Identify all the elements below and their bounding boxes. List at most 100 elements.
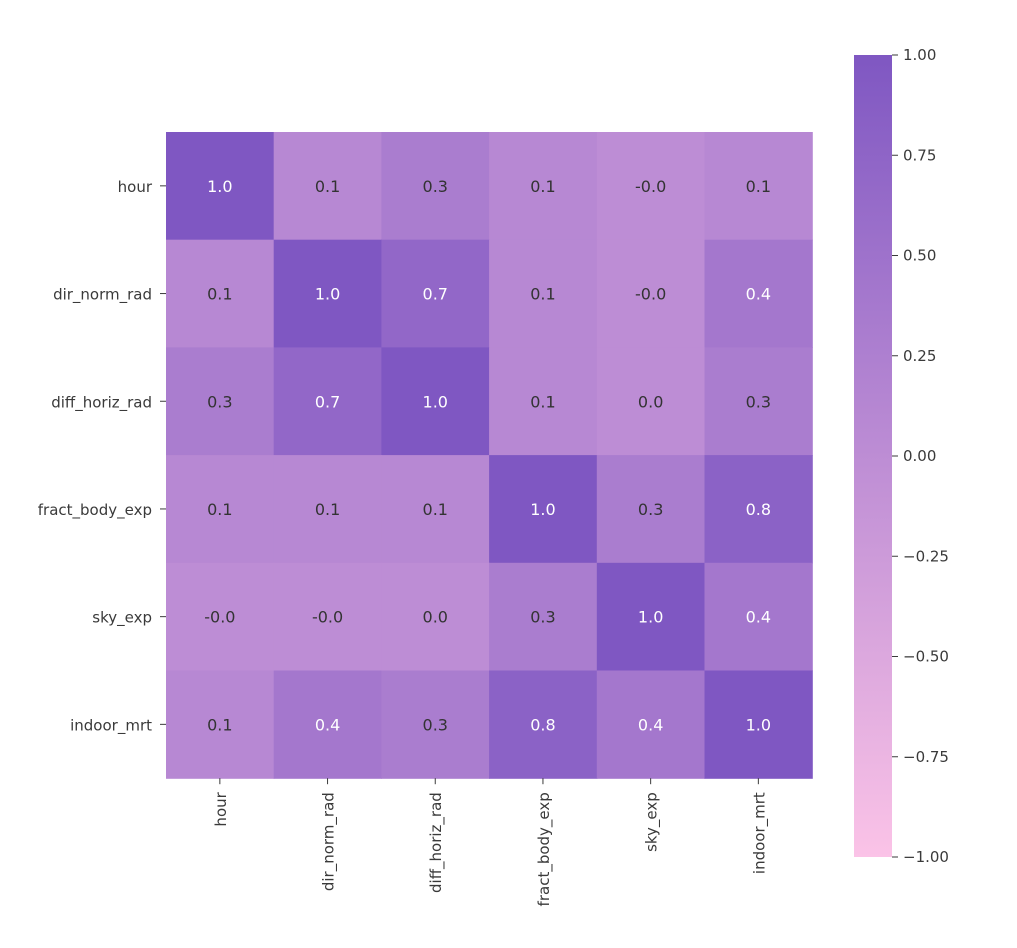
- cell-value-label: 1.0: [315, 285, 340, 304]
- cell-value-label: 0.3: [746, 392, 771, 411]
- cell-value-label: 0.1: [746, 177, 771, 196]
- heatmap-cell: [166, 455, 275, 564]
- x-tick-label: indoor_mrt: [750, 792, 769, 874]
- cell-value-label: 0.8: [746, 500, 771, 519]
- cell-value-label: 1.0: [423, 392, 448, 411]
- heatmap-cell: [273, 347, 382, 456]
- heatmap-cell: [704, 455, 813, 564]
- colorbar-tick-label: 0.25: [903, 347, 936, 365]
- cell-value-label: 0.3: [207, 392, 232, 411]
- cell-value-label: 0.1: [423, 500, 448, 519]
- cell-value-label: 0.7: [315, 392, 340, 411]
- heatmap-cell: [596, 562, 706, 672]
- heatmap-cell: [596, 132, 706, 241]
- colorbar: 1.00 0.75 0.50 0.25 0.00 −0.25 −0.50 −0.75 −1.00: [854, 46, 949, 866]
- cell-value-label: 0.4: [315, 715, 340, 734]
- x-tick-labels: hour dir_norm_rad diff_horiz_rad fract_body…: [212, 778, 769, 906]
- cell-value-label: 0.4: [746, 608, 771, 627]
- heatmap-cell: [596, 239, 706, 348]
- colorbar-tick-label: 0.00: [903, 447, 936, 465]
- heatmap-cell: [704, 347, 813, 456]
- heatmap-cell: [273, 239, 382, 348]
- heatmap-cell: [596, 347, 706, 456]
- heatmap-cell: [596, 455, 706, 564]
- x-tick-label: dir_norm_rad: [320, 792, 339, 891]
- cell-value-label: 1.0: [746, 715, 771, 734]
- colorbar-tick-label: 0.75: [903, 146, 936, 164]
- cell-value-label: 0.3: [423, 177, 448, 196]
- cell-value-label: 0.3: [423, 715, 448, 734]
- cell-value-label: 0.4: [746, 285, 771, 304]
- cell-value-label: 0.1: [530, 285, 555, 304]
- heatmap-cell: [489, 455, 598, 564]
- heatmap-cell: [381, 132, 490, 241]
- cell-value-label: 0.3: [530, 608, 555, 627]
- y-tick-labels: hour dir_norm_rad diff_horiz_rad fract_body…: [38, 178, 166, 735]
- heatmap-cell: [273, 670, 382, 779]
- cell-value-label: 0.1: [207, 500, 232, 519]
- colorbar-tick-label: 1.00: [903, 46, 936, 64]
- heatmap-cell: [381, 562, 490, 672]
- x-tick-label: hour: [212, 791, 230, 826]
- heatmap-cell: [381, 239, 490, 348]
- heatmap-cell: [489, 239, 598, 348]
- cell-value-label: 0.1: [315, 500, 340, 519]
- cell-value-label: -0.0: [312, 608, 343, 627]
- heatmap-cell: [273, 455, 382, 564]
- heatmap-cell: [166, 239, 275, 348]
- heatmap-cell: [489, 132, 598, 241]
- x-tick-label: sky_exp: [643, 792, 662, 852]
- heatmap-cell: [166, 562, 275, 672]
- x-tick-label: fract_body_exp: [535, 792, 554, 906]
- colorbar-tick-label: −1.00: [903, 848, 949, 866]
- cell-value-label: 0.3: [638, 500, 663, 519]
- cell-value-label: 1.0: [207, 177, 232, 196]
- heatmap-cell: [704, 239, 813, 348]
- y-tick-label: dir_norm_rad: [53, 286, 152, 305]
- colorbar-gradient: [854, 55, 892, 857]
- y-tick-label: fract_body_exp: [38, 501, 152, 520]
- heatmap-cell: [273, 132, 382, 241]
- cell-value-label: 0.1: [530, 392, 555, 411]
- heatmap-cell: [381, 670, 490, 779]
- heatmap-cell: [166, 670, 275, 779]
- colorbar-tick-label: −0.50: [903, 648, 949, 666]
- heatmap-cell: [273, 562, 382, 672]
- cell-value-label: 0.0: [638, 392, 663, 411]
- heatmap-cell-labels: 1.0 0.1 0.3 0.1 -0.0 0.1 0.1 1.0 0.7 0.1 -0.0 0.4 0.…: [204, 177, 771, 734]
- cell-value-label: 0.1: [207, 285, 232, 304]
- heatmap-cell: [381, 455, 490, 564]
- heatmap-cell: [704, 670, 813, 779]
- cell-value-label: -0.0: [635, 177, 666, 196]
- cell-value-label: -0.0: [635, 285, 666, 304]
- cell-value-label: 0.1: [315, 177, 340, 196]
- y-tick-label: sky_exp: [92, 609, 152, 628]
- colorbar-tick-label: −0.25: [903, 547, 949, 565]
- cell-value-label: 0.4: [638, 715, 663, 734]
- cell-value-label: 0.1: [207, 715, 232, 734]
- cell-value-label: 0.0: [423, 608, 448, 627]
- heatmap-cell: [596, 670, 706, 779]
- colorbar-tick-label: 0.50: [903, 247, 936, 265]
- heatmap-cell: [704, 562, 813, 672]
- heatmap-cell: [489, 347, 598, 456]
- heatmap-cell: [489, 562, 598, 672]
- colorbar-tick-label: −0.75: [903, 748, 949, 766]
- heatmap-cell: [381, 347, 490, 456]
- cell-value-label: 1.0: [530, 500, 555, 519]
- cell-value-label: -0.0: [204, 608, 235, 627]
- heatmap-cell: [166, 132, 275, 241]
- cell-value-label: 1.0: [638, 608, 663, 627]
- x-tick-label: diff_horiz_rad: [427, 792, 446, 893]
- heatmap-cell: [166, 347, 275, 456]
- heatmap-cell: [704, 132, 813, 241]
- y-tick-label: diff_horiz_rad: [51, 393, 152, 412]
- heatmap-cell: [489, 670, 598, 779]
- heatmap-cells: [166, 132, 813, 779]
- y-tick-label: hour: [118, 178, 153, 196]
- cell-value-label: 0.7: [423, 285, 448, 304]
- y-tick-label: indoor_mrt: [70, 716, 152, 735]
- cell-value-label: 0.8: [530, 715, 555, 734]
- cell-value-label: 0.1: [530, 177, 555, 196]
